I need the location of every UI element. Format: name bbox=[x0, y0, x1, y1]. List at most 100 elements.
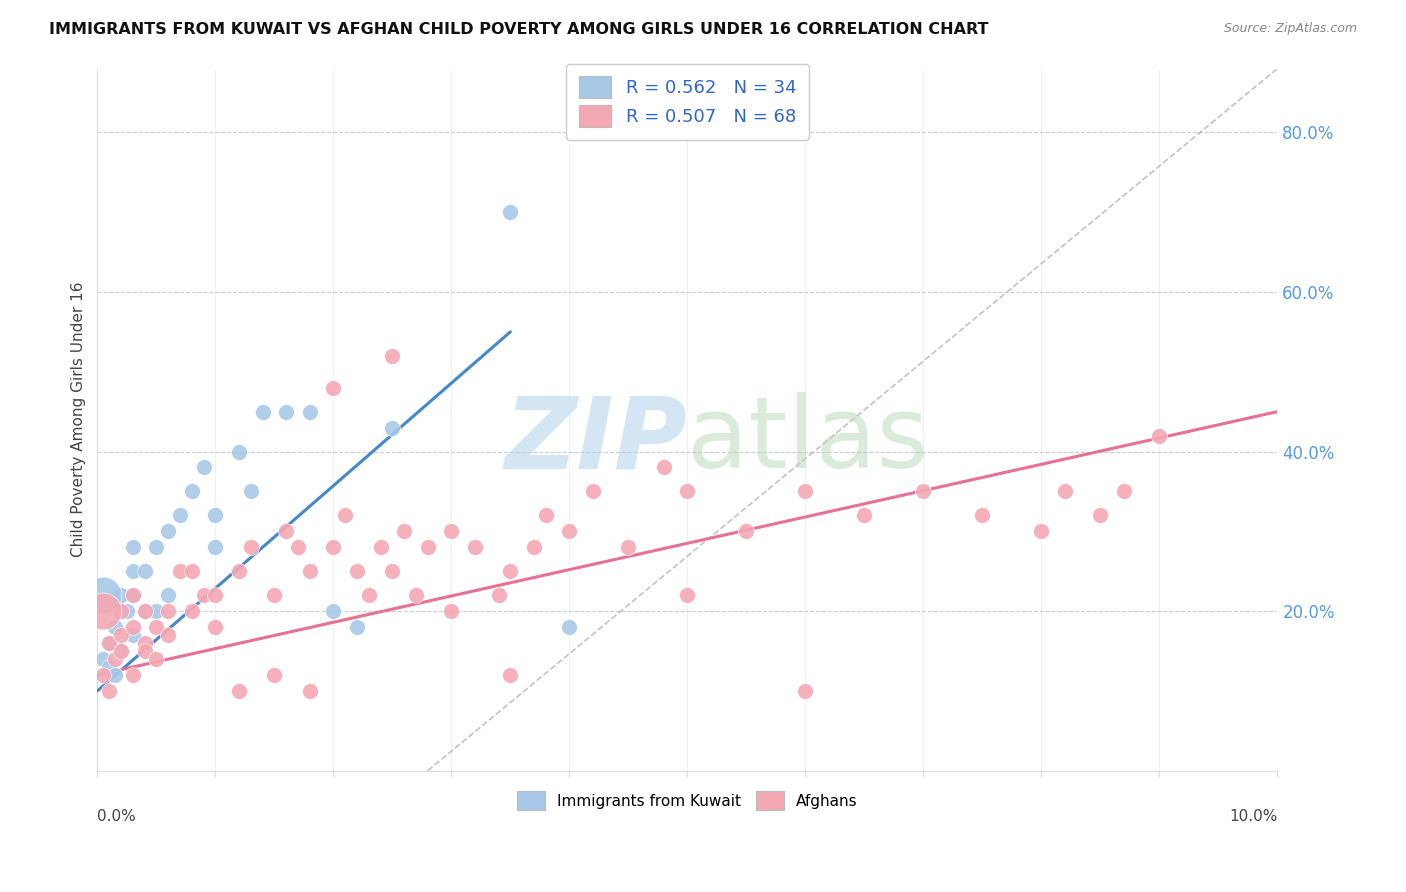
Point bbox=[121, 588, 143, 602]
Point bbox=[110, 644, 132, 658]
Point bbox=[228, 564, 250, 578]
Point bbox=[239, 484, 262, 499]
Point bbox=[145, 541, 167, 555]
Text: IMMIGRANTS FROM KUWAIT VS AFGHAN CHILD POVERTY AMONG GIRLS UNDER 16 CORRELATION : IMMIGRANTS FROM KUWAIT VS AFGHAN CHILD P… bbox=[49, 22, 988, 37]
Text: Source: ZipAtlas.com: Source: ZipAtlas.com bbox=[1223, 22, 1357, 36]
Point bbox=[416, 541, 439, 555]
Point bbox=[582, 484, 605, 499]
Point bbox=[276, 404, 298, 418]
Point bbox=[121, 541, 143, 555]
Point bbox=[204, 588, 226, 602]
Point bbox=[499, 205, 522, 219]
Point bbox=[558, 524, 581, 539]
Point bbox=[381, 420, 404, 434]
Point bbox=[440, 524, 463, 539]
Point bbox=[405, 588, 427, 602]
Point bbox=[157, 588, 180, 602]
Point bbox=[104, 652, 127, 666]
Point bbox=[676, 588, 699, 602]
Point bbox=[652, 460, 675, 475]
Point bbox=[110, 604, 132, 618]
Point bbox=[121, 564, 143, 578]
Point bbox=[794, 684, 817, 698]
Point bbox=[488, 588, 510, 602]
Point bbox=[558, 620, 581, 634]
Point bbox=[204, 541, 226, 555]
Point bbox=[157, 628, 180, 642]
Point bbox=[263, 668, 285, 682]
Point bbox=[98, 636, 121, 650]
Point bbox=[228, 444, 250, 458]
Point bbox=[276, 524, 298, 539]
Point bbox=[357, 588, 380, 602]
Point bbox=[381, 349, 404, 363]
Point bbox=[91, 604, 114, 618]
Point bbox=[263, 588, 285, 602]
Point bbox=[298, 404, 321, 418]
Point bbox=[180, 484, 202, 499]
Point bbox=[322, 381, 344, 395]
Point bbox=[972, 508, 994, 523]
Point bbox=[180, 604, 202, 618]
Point bbox=[169, 564, 191, 578]
Point bbox=[440, 604, 463, 618]
Point bbox=[346, 564, 368, 578]
Point bbox=[381, 564, 404, 578]
Point bbox=[499, 668, 522, 682]
Point bbox=[134, 604, 156, 618]
Point bbox=[193, 588, 215, 602]
Point bbox=[134, 644, 156, 658]
Point bbox=[534, 508, 557, 523]
Point bbox=[110, 588, 132, 602]
Text: atlas: atlas bbox=[688, 392, 929, 489]
Point bbox=[121, 668, 143, 682]
Point bbox=[169, 508, 191, 523]
Text: 0.0%: 0.0% bbox=[97, 809, 136, 824]
Point bbox=[91, 652, 114, 666]
Point bbox=[1090, 508, 1112, 523]
Point bbox=[91, 668, 114, 682]
Point bbox=[145, 620, 167, 634]
Point bbox=[104, 620, 127, 634]
Point bbox=[115, 604, 138, 618]
Point bbox=[110, 604, 132, 618]
Point bbox=[287, 541, 309, 555]
Point bbox=[853, 508, 876, 523]
Point bbox=[193, 460, 215, 475]
Point bbox=[98, 660, 121, 674]
Text: 10.0%: 10.0% bbox=[1229, 809, 1278, 824]
Point bbox=[98, 636, 121, 650]
Point bbox=[134, 636, 156, 650]
Point bbox=[298, 684, 321, 698]
Point bbox=[1149, 428, 1171, 442]
Point bbox=[298, 564, 321, 578]
Point bbox=[523, 541, 546, 555]
Point bbox=[252, 404, 274, 418]
Point bbox=[134, 604, 156, 618]
Point bbox=[735, 524, 758, 539]
Point bbox=[145, 652, 167, 666]
Point bbox=[392, 524, 415, 539]
Point bbox=[370, 541, 392, 555]
Point bbox=[134, 564, 156, 578]
Point bbox=[1031, 524, 1053, 539]
Point bbox=[204, 620, 226, 634]
Point bbox=[464, 541, 486, 555]
Point bbox=[333, 508, 356, 523]
Point bbox=[499, 564, 522, 578]
Point bbox=[322, 541, 344, 555]
Point bbox=[91, 588, 114, 602]
Legend: Immigrants from Kuwait, Afghans: Immigrants from Kuwait, Afghans bbox=[508, 782, 866, 819]
Point bbox=[239, 541, 262, 555]
Point bbox=[110, 628, 132, 642]
Point bbox=[121, 628, 143, 642]
Point bbox=[110, 644, 132, 658]
Point bbox=[1112, 484, 1135, 499]
Point bbox=[346, 620, 368, 634]
Point bbox=[794, 484, 817, 499]
Point bbox=[121, 620, 143, 634]
Point bbox=[204, 508, 226, 523]
Point bbox=[1053, 484, 1076, 499]
Point bbox=[145, 604, 167, 618]
Point bbox=[676, 484, 699, 499]
